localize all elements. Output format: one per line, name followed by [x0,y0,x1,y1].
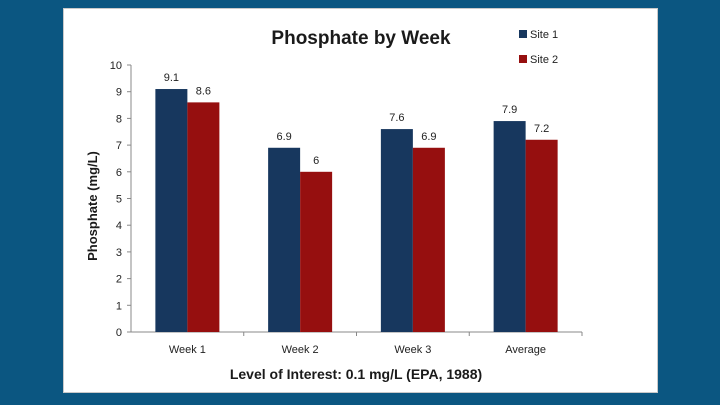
data-label: 6.9 [421,131,436,143]
data-label: 7.6 [389,112,404,124]
bar-site-2-week-3 [412,147,445,332]
legend-swatch [519,30,527,38]
data-label: 7.9 [502,104,517,116]
y-tick-label: 8 [116,113,122,125]
legend-label: Site 1 [530,29,558,41]
y-tick-label: 6 [116,167,122,179]
data-label: 8.6 [196,85,211,97]
data-label: 6 [313,155,319,167]
chart-card: Phosphate by Week Phosphate (mg/L) Level… [63,8,658,393]
data-label: 6.9 [276,131,291,143]
bar-site-1-average [493,121,526,332]
bar-site-1-week-1 [155,89,188,332]
x-axis-label: Level of Interest: 0.1 mg/L (EPA, 1988) [230,366,482,382]
bars-group: 9.1 8.6 6.9 6 7.6 6.9 7.9 7.2 [155,72,558,332]
x-tick-label: Week 3 [394,344,431,356]
y-tick-label: 5 [116,194,122,206]
bar-site-1-week-3 [380,129,413,332]
legend-swatch [519,55,527,63]
phosphate-bar-chart: Phosphate by Week Phosphate (mg/L) Level… [85,28,583,382]
y-tick-label: 4 [116,220,122,232]
legend-label: Site 2 [530,54,558,66]
x-tick-label: Week 2 [282,344,319,356]
y-tick-label: 9 [116,87,122,99]
y-tick-label: 0 [116,327,122,339]
x-tick-label: Average [505,344,546,356]
data-label: 7.2 [534,123,549,135]
bar-site-2-week-1 [187,102,220,332]
y-tick-label: 10 [110,60,122,72]
bar-site-2-average [525,139,558,332]
legend: Site 1 Site 2 [519,29,558,66]
y-tick-label: 2 [116,274,122,286]
x-tick-label: Week 1 [169,344,206,356]
y-tick-label: 7 [116,140,122,152]
data-label: 9.1 [164,72,179,84]
bar-site-1-week-2 [268,147,301,332]
y-axis-label: Phosphate (mg/L) [85,151,100,261]
y-tick-label: 3 [116,247,122,259]
bar-site-2-week-2 [300,171,333,332]
y-tick-label: 1 [116,300,122,312]
chart-title: Phosphate by Week [271,28,451,49]
